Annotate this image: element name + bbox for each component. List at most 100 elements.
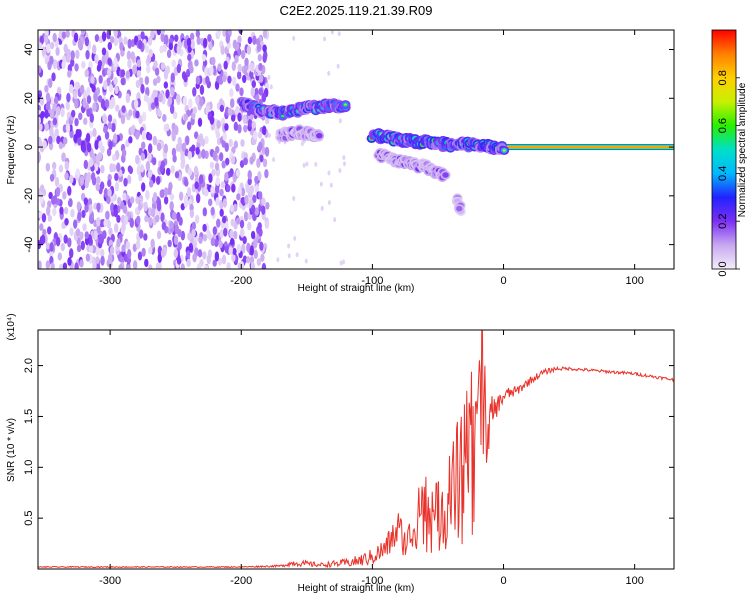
noise-blob <box>174 125 179 136</box>
noise-speck <box>267 75 271 81</box>
noise-blob <box>137 203 143 211</box>
noise-blob <box>191 229 196 238</box>
noise-blob <box>49 41 55 50</box>
noise-blob <box>61 31 67 39</box>
noise-blob <box>248 186 254 197</box>
noise-blob <box>264 169 269 179</box>
noise-blob <box>86 87 91 98</box>
track-blob-core <box>281 114 285 118</box>
noise-blob <box>154 67 160 76</box>
noise-blob <box>215 146 220 154</box>
noise-blob <box>191 144 196 152</box>
noise-blob <box>184 179 189 187</box>
noise-blob <box>163 143 169 154</box>
noise-blob <box>47 226 52 235</box>
noise-blob <box>185 68 191 78</box>
noise-blob <box>232 76 237 87</box>
noise-blob <box>68 84 74 94</box>
colorbar-tick-label: 0.8 <box>717 70 729 85</box>
noise-blob <box>110 195 115 204</box>
noise-blob <box>67 237 72 248</box>
noise-blob <box>215 130 221 139</box>
noise-blob <box>218 152 224 162</box>
noise-blob <box>104 98 110 109</box>
noise-speck <box>333 217 337 223</box>
noise-blob <box>261 92 267 103</box>
noise-blob <box>73 219 78 229</box>
track-blob <box>456 205 463 212</box>
noise-blob <box>258 74 264 83</box>
noise-blob <box>169 201 174 211</box>
snr-x-axis: -300 -200 -100 0 100 <box>99 330 644 587</box>
noise-blob <box>153 60 158 69</box>
noise-blob <box>233 140 239 149</box>
noise-blob <box>210 186 215 194</box>
noise-blob <box>262 125 267 136</box>
noise-blob <box>77 39 83 50</box>
noise-blob <box>74 63 79 72</box>
noise-blob <box>180 203 185 211</box>
noise-speck <box>339 260 343 266</box>
noise-blob <box>247 221 252 231</box>
noise-blob <box>44 109 49 119</box>
noise-blob <box>85 49 90 60</box>
noise-blob <box>120 77 126 86</box>
noise-blob <box>204 135 209 145</box>
noise-blob <box>256 258 262 266</box>
noise-speck <box>341 259 345 265</box>
noise-blob <box>251 121 256 129</box>
noise-blob <box>228 247 233 255</box>
noise-blob <box>103 125 108 134</box>
noise-blob <box>160 32 165 43</box>
snr-y-tick-label: 0.5 <box>23 511 35 526</box>
noise-blob <box>156 142 162 152</box>
noise-blob <box>169 104 175 115</box>
noise-blob <box>49 55 54 65</box>
colorbar: 0.0 0.2 0.4 0.6 0.8 Normalized spectral ampl… <box>711 29 748 277</box>
noise-blob <box>237 35 242 44</box>
noise-blob <box>210 122 216 131</box>
noise-blob <box>209 115 215 125</box>
noise-blob <box>87 197 93 207</box>
noise-blob <box>113 208 118 218</box>
noise-blob <box>228 138 233 148</box>
noise-blob <box>79 259 84 268</box>
figure-title: C2E2.2025.119.21.39.R09 <box>280 3 433 18</box>
noise-blob <box>141 141 146 150</box>
noise-speck <box>276 257 280 263</box>
noise-blob <box>229 229 234 239</box>
noise-blob <box>63 43 68 53</box>
noise-blob <box>85 132 91 143</box>
noise-blob <box>162 114 167 123</box>
noise-blob <box>73 32 79 43</box>
noise-blob <box>112 154 117 162</box>
noise-blob <box>216 30 222 37</box>
noise-blob <box>150 102 156 110</box>
noise-blob <box>183 197 189 208</box>
noise-blob <box>113 76 118 86</box>
noise-blob <box>141 247 146 257</box>
noise-blob <box>55 236 61 247</box>
noise-blob <box>107 57 112 66</box>
noise-blob <box>95 263 101 269</box>
noise-blob <box>113 223 119 234</box>
noise-blob <box>156 201 162 212</box>
noise-blob <box>247 118 253 127</box>
noise-blob <box>79 84 85 95</box>
noise-blob <box>121 222 126 232</box>
noise-blob <box>219 188 224 197</box>
noise-blob <box>123 215 129 225</box>
noise-blob <box>69 248 74 259</box>
noise-blob <box>129 196 135 204</box>
noise-blob <box>88 214 94 224</box>
noise-blob <box>216 119 221 129</box>
noise-blob <box>80 240 86 251</box>
noise-blob <box>160 212 165 223</box>
spectrogram-y-tick-label: -40 <box>23 237 35 253</box>
noise-speck <box>329 182 333 188</box>
noise-blob <box>202 251 207 260</box>
noise-blob <box>169 193 175 201</box>
noise-blob <box>188 242 194 252</box>
noise-blob <box>197 249 203 258</box>
noise-blob <box>101 47 107 56</box>
